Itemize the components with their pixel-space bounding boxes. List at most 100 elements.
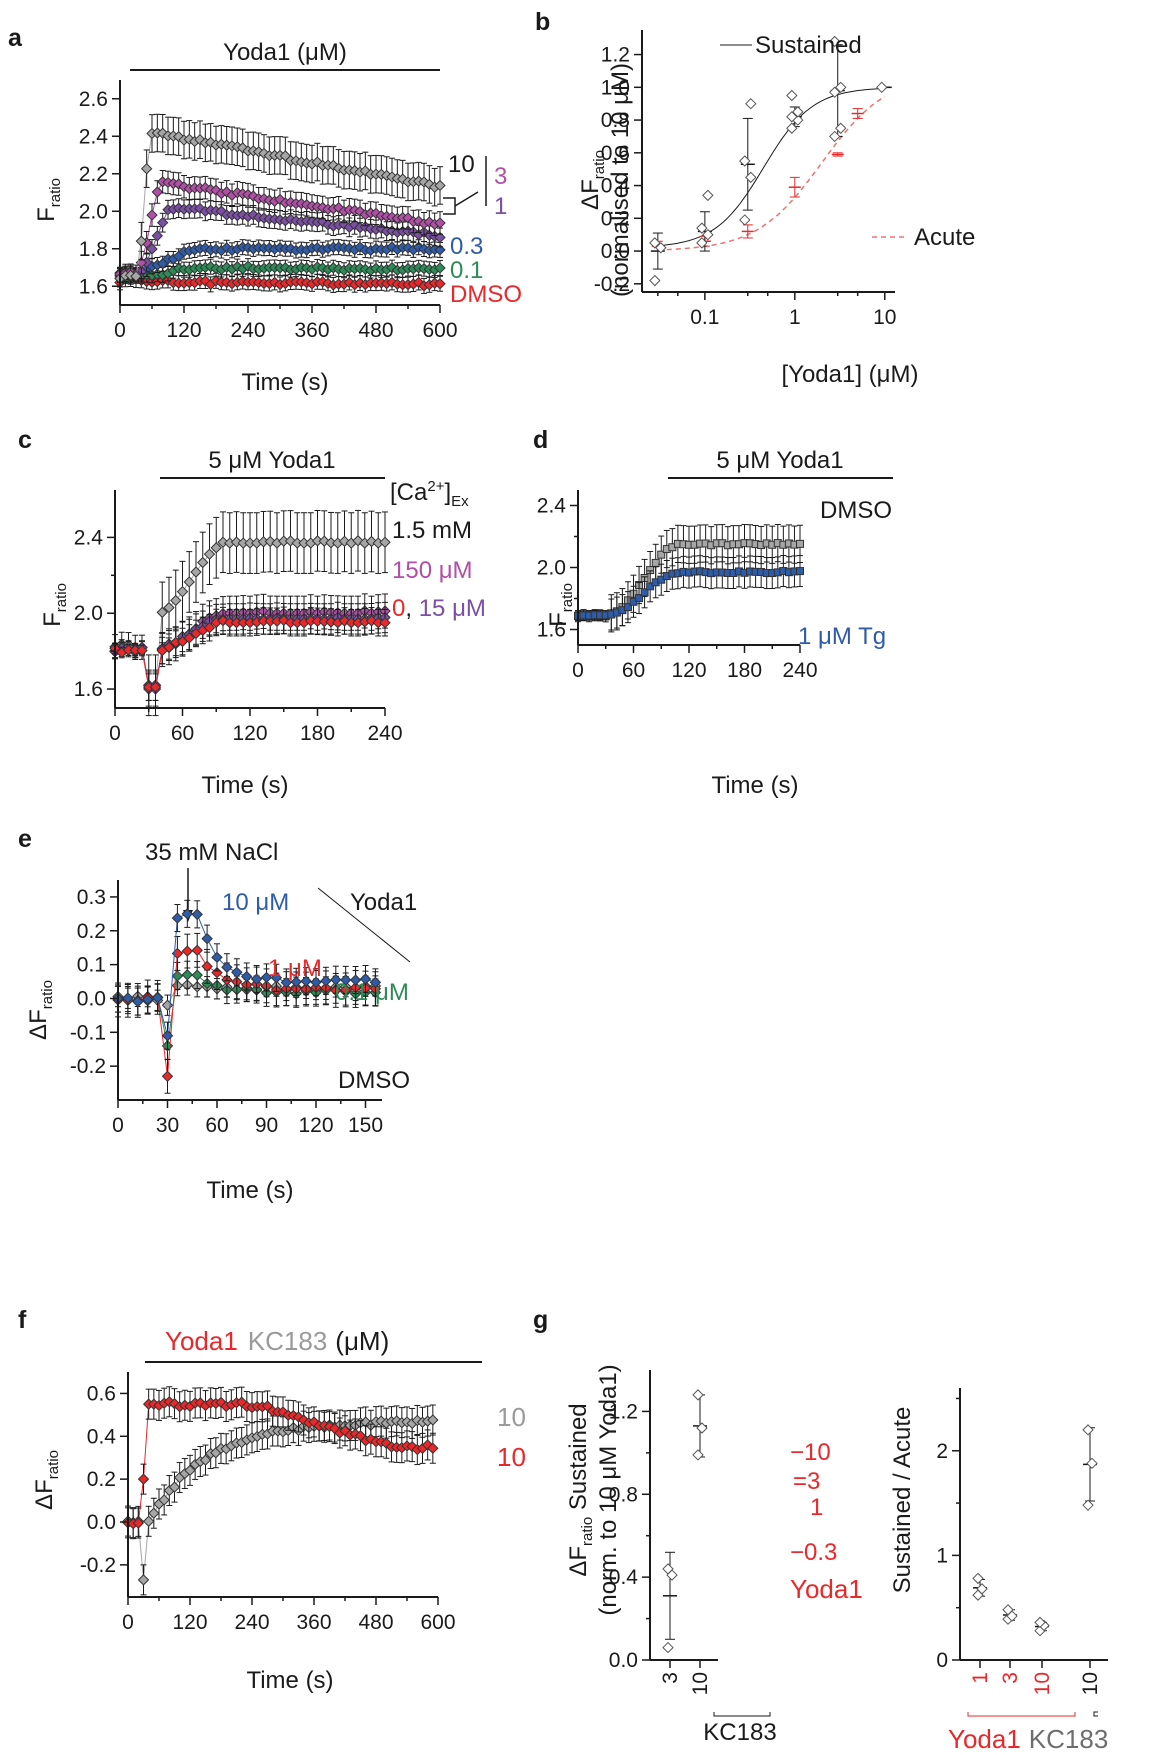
panel-e-xtick-label: 0 <box>112 1114 124 1137</box>
panel-a-series-1-point <box>146 243 158 255</box>
panel-a-xtick-label: 240 <box>230 319 265 342</box>
panel-b-xtick-label: 1 <box>789 306 801 329</box>
panel-e-series-10 μM-point <box>250 973 263 985</box>
panel-d: d 5 μM Yoda1 0 60 120 180 240 1.6 2.0 2.4 Time … <box>533 426 893 799</box>
panel-f-xtick-label: 120 <box>172 1611 207 1634</box>
panel-f-series-yoda1-point <box>427 1442 439 1454</box>
panel-c-series-1.5 mM-point <box>203 548 216 560</box>
panel-b-xtick-label: 0.1 <box>690 306 719 329</box>
panel-g-ref-3: =3 <box>793 1468 820 1495</box>
panel-c-series-1.5 mM-point <box>176 585 189 598</box>
panel-b-sustained-point <box>786 111 798 123</box>
panel-a-series-3-point <box>412 215 425 227</box>
panel-b-ytick-label: -0.2 <box>594 273 630 296</box>
panel-f-series-kc183-point <box>137 1574 150 1586</box>
panel-a: a Yoda1 (μM) 0 120 240 360 480 600 1.6 1.8 2.0 2.… <box>8 24 522 396</box>
panel-g-left-group-label: KC183 <box>703 1719 776 1746</box>
panel-e-series-10 μM-point <box>310 976 322 988</box>
panel-a-xtick-label: 600 <box>422 319 457 342</box>
panel-a-series-10-point <box>135 235 148 247</box>
panel-g-left-ylabel: ΔFratio Sustained <box>565 1403 596 1576</box>
panel-c-series-1.5 mM-point <box>230 536 243 548</box>
panel-e-legend-line <box>317 887 411 963</box>
panel-a-series-3-point <box>354 205 366 218</box>
panel-a-plot: 0 120 240 360 480 600 1.6 1.8 2.0 2.2 2.4 2.6 <box>79 80 458 342</box>
panel-d-ytick-label: 1.6 <box>537 619 566 642</box>
panel-f-legend-kc183: 10 <box>497 1402 526 1432</box>
panel-b-sustained-point <box>696 222 708 234</box>
panel-c-ylabel: Fratio <box>39 583 70 627</box>
panel-e-series-10 μM-point <box>240 970 253 983</box>
panel-b-legend-acute: Acute <box>914 224 975 251</box>
panel-b-sustained-point <box>786 89 798 102</box>
panel-b-acute-fit <box>657 95 886 251</box>
panel-e-series-10 μM-point <box>151 992 164 1004</box>
panel-e-series-10 μM-point <box>270 972 283 984</box>
panel-a-series-1-point <box>151 230 164 242</box>
panel-e-xtick-label: 90 <box>255 1114 278 1137</box>
panel-e-series-1 μM-point <box>181 945 194 957</box>
panel-b-sustained-point <box>829 130 841 143</box>
panel-b-plot: 0.1 1 10 -0.2 0.0 0.2 0.4 0.6 0.8 1.0 1.2 <box>594 30 896 329</box>
panel-a-ytick-label: 1.8 <box>79 238 108 261</box>
panel-c-series-1.5 mM-point <box>318 535 330 547</box>
panel-d-legend-dmso: DMSO <box>820 497 892 524</box>
panel-c-series-0-point <box>365 615 378 627</box>
panel-b-sustained-point <box>702 228 714 241</box>
panel-e-series-1 μM-point <box>161 1070 174 1083</box>
panel-d-xlabel: Time (s) <box>711 772 798 799</box>
panel-e-series-0.1 μM-point <box>181 969 194 981</box>
panel-b-sustained-point <box>739 214 751 226</box>
panel-g-right-point <box>976 1583 988 1595</box>
panel-e-arrow-label: 35 mM NaCl <box>145 839 278 866</box>
panel-d-xtick-label: 120 <box>671 659 706 682</box>
panel-c-series-1.5 mM-point <box>210 542 222 554</box>
panel-g: g 3 100.00.40.81.2 ΔFratio Sustained (nor… <box>533 1306 1108 1754</box>
panel-d-ylabel: Fratio <box>545 583 576 627</box>
panel-c-series-0-point <box>149 681 162 693</box>
panel-a-ytick-label: 2.6 <box>79 88 108 111</box>
panel-a-ytick-label: 2.4 <box>79 125 109 148</box>
panel-g-left-xtick-label: 3 <box>659 1672 682 1684</box>
panel-e-series-0.1 μM-point <box>171 970 184 982</box>
panel-e-legend-10um: 10 μM <box>222 889 289 916</box>
panel-a-series-1-point <box>156 216 169 229</box>
panel-c-series-1.5 mM-point <box>264 535 276 548</box>
panel-c-series-1.5 mM-point <box>379 536 391 548</box>
panel-b-sustained-point <box>829 86 841 98</box>
panel-a-series-10-point <box>140 162 153 175</box>
panel-a-series-3-point <box>220 186 233 198</box>
panel-b-sustained-point <box>655 242 667 254</box>
panel-d-series-1 μM Tg-point <box>635 594 644 603</box>
panel-a-series-0.1-point <box>386 261 398 274</box>
panel-d-xtick-label: 60 <box>622 659 645 682</box>
panel-b-ylabel: ΔFratio <box>577 150 608 210</box>
panel-c-plot: 0 60 120 180 240 1.6 2.0 2.4 <box>74 490 403 745</box>
panel-g-ref-0.3: −0.3 <box>790 1539 837 1566</box>
panel-f-xtick-label: 600 <box>420 1611 455 1634</box>
panel-e-series-10 μM-point <box>290 976 302 988</box>
panel-c-series-0-point <box>136 644 148 657</box>
panel-d-series-1 μM Tg-point <box>623 603 632 612</box>
panel-e-series-1 μM-point <box>201 960 213 973</box>
panel-b-xlabel: [Yoda1] (μM) <box>781 361 918 388</box>
panel-b-sustained-fit <box>657 87 885 247</box>
panel-e-series-10 μM-point <box>330 973 342 986</box>
panel-c-ytick-label: 2.4 <box>74 526 104 549</box>
panel-d-xtick-label: 0 <box>572 659 584 682</box>
panel-c-xlabel: Time (s) <box>201 772 288 799</box>
panel-a-series-0.1-point <box>434 262 446 274</box>
panel-g-left-ytick-label: 0.8 <box>609 1483 638 1506</box>
panel-a-series-3-point <box>151 186 164 198</box>
panel-f-series-yoda1-point <box>168 1397 181 1410</box>
panel-e: e 35 mM NaCl 0 30 60 90 120 150 -0.2 -0.1 0.0 0.1… <box>18 825 417 1204</box>
panel-e-xtick-label: 120 <box>298 1114 333 1137</box>
panel-a-series-3-point <box>274 193 286 206</box>
panel-a-series-3-point <box>146 209 158 221</box>
panel-a-legend-0.3: 0.3 <box>450 233 483 260</box>
panel-b-sustained-point <box>745 171 757 184</box>
panel-e-series-10 μM-point <box>300 975 312 987</box>
panel-e-series-10 μM-point <box>171 912 184 924</box>
panel-a-legend-dmso: DMSO <box>450 281 522 308</box>
